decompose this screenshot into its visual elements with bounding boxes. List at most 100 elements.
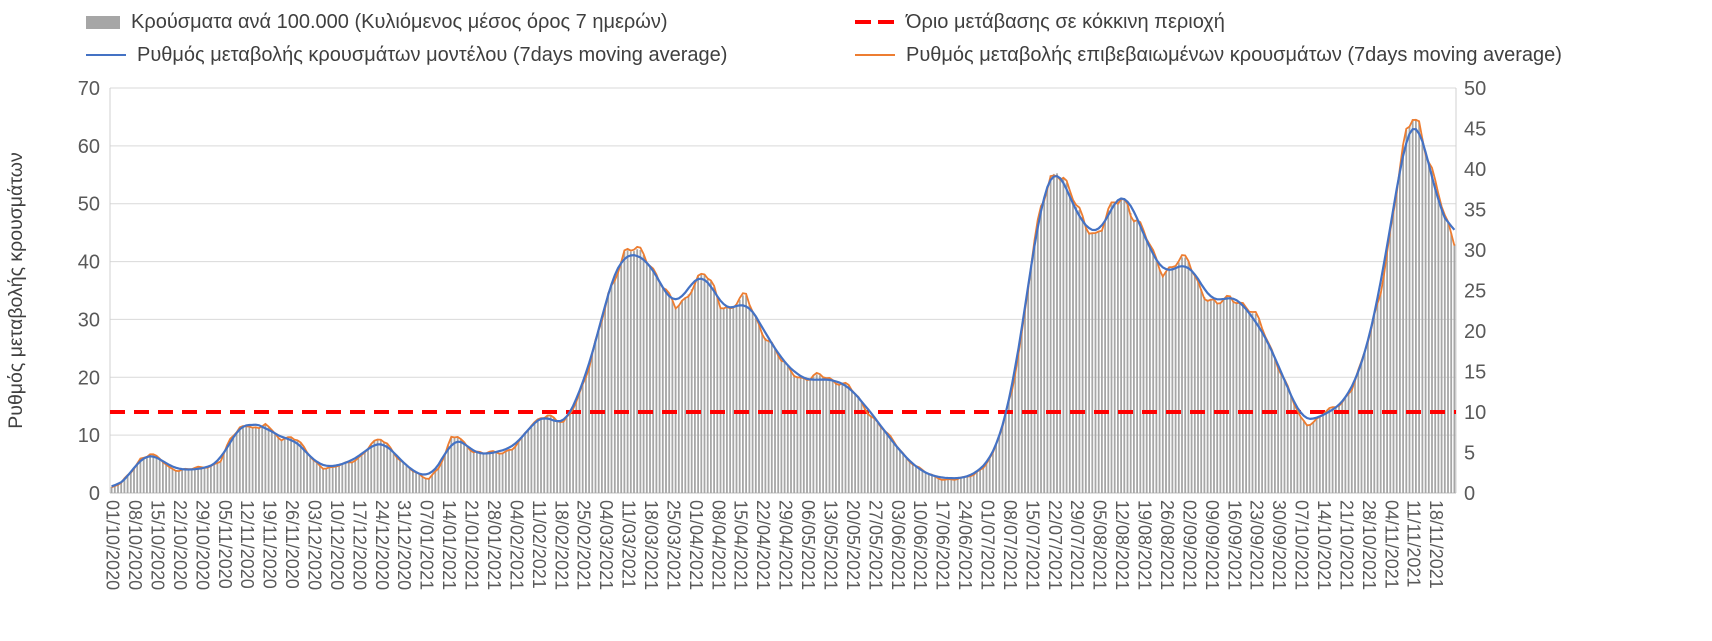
svg-text:07/10/2021: 07/10/2021 <box>1292 500 1312 590</box>
svg-text:45: 45 <box>1464 119 1486 141</box>
svg-text:15/10/2020: 15/10/2020 <box>148 500 168 590</box>
svg-text:01/07/2021: 01/07/2021 <box>978 500 998 590</box>
bars-cases-per-100k <box>110 119 1456 494</box>
svg-text:21/10/2021: 21/10/2021 <box>1336 500 1356 590</box>
svg-text:23/09/2021: 23/09/2021 <box>1247 500 1267 590</box>
svg-text:60: 60 <box>78 136 100 158</box>
svg-text:70: 70 <box>78 78 100 100</box>
svg-text:18/03/2021: 18/03/2021 <box>641 500 661 590</box>
svg-text:01/04/2021: 01/04/2021 <box>686 500 706 590</box>
svg-text:14/10/2021: 14/10/2021 <box>1314 500 1334 590</box>
x-axis-labels: 01/10/2020 08/10/2020 15/10/2020 22/10/2020… <box>103 500 1447 590</box>
legend-label-threshold: Όριο μετάβασης σε κόκκινη περιοχή <box>906 10 1225 33</box>
svg-text:04/03/2021: 04/03/2021 <box>596 500 616 590</box>
svg-text:50: 50 <box>78 194 100 216</box>
model-line-swatch-icon <box>86 53 126 57</box>
chart-legend: Κρούσματα ανά 100.000 (Κυλιόμενος μέσος … <box>86 8 1712 74</box>
svg-text:06/05/2021: 06/05/2021 <box>798 500 818 590</box>
svg-text:35: 35 <box>1464 200 1486 222</box>
svg-text:25: 25 <box>1464 281 1486 303</box>
svg-text:17/06/2021: 17/06/2021 <box>933 500 953 590</box>
legend-item-confirmed: Ρυθμός μεταβολής επιβεβαιωμένων κρουσμάτ… <box>855 44 1562 67</box>
legend-row-1: Κρούσματα ανά 100.000 (Κυλιόμενος μέσος … <box>86 8 1712 36</box>
svg-text:12/08/2021: 12/08/2021 <box>1112 500 1132 590</box>
svg-text:28/01/2021: 28/01/2021 <box>484 500 504 590</box>
svg-text:20/05/2021: 20/05/2021 <box>843 500 863 590</box>
svg-text:26/11/2020: 26/11/2020 <box>282 500 302 589</box>
svg-text:04/11/2021: 04/11/2021 <box>1381 500 1401 589</box>
model-rate-line <box>111 128 1456 488</box>
svg-text:0: 0 <box>1464 483 1475 505</box>
svg-text:50: 50 <box>1464 78 1486 100</box>
svg-text:17/12/2020: 17/12/2020 <box>349 500 369 590</box>
svg-text:40: 40 <box>1464 159 1486 181</box>
legend-label-cases: Κρούσματα ανά 100.000 (Κυλιόμενος μέσος … <box>131 10 668 33</box>
svg-text:25/03/2021: 25/03/2021 <box>663 500 683 590</box>
svg-text:19/08/2021: 19/08/2021 <box>1135 500 1155 590</box>
svg-text:11/11/2021: 11/11/2021 <box>1404 500 1424 587</box>
svg-text:10/06/2021: 10/06/2021 <box>910 500 930 590</box>
svg-text:10: 10 <box>1464 402 1486 424</box>
svg-text:11/03/2021: 11/03/2021 <box>619 500 639 589</box>
svg-text:22/07/2021: 22/07/2021 <box>1045 500 1065 590</box>
svg-text:04/02/2021: 04/02/2021 <box>506 500 526 590</box>
svg-text:07/01/2021: 07/01/2021 <box>417 500 437 590</box>
svg-text:21/01/2021: 21/01/2021 <box>462 500 482 590</box>
threshold-dash-swatch-icon <box>855 20 895 24</box>
legend-item-cases: Κρούσματα ανά 100.000 (Κυλιόμενος μέσος … <box>86 11 855 34</box>
svg-text:31/12/2020: 31/12/2020 <box>394 500 414 590</box>
svg-text:30: 30 <box>78 309 100 331</box>
bar-series-swatch-icon <box>86 15 120 29</box>
svg-text:20: 20 <box>78 367 100 389</box>
svg-text:08/07/2021: 08/07/2021 <box>1000 500 1020 590</box>
svg-text:18/02/2021: 18/02/2021 <box>551 500 571 590</box>
svg-text:16/09/2021: 16/09/2021 <box>1224 500 1244 590</box>
svg-text:30: 30 <box>1464 240 1486 262</box>
svg-text:24/06/2021: 24/06/2021 <box>955 500 975 590</box>
svg-text:15/07/2021: 15/07/2021 <box>1022 500 1042 590</box>
gridlines <box>109 87 1457 494</box>
svg-text:09/09/2021: 09/09/2021 <box>1202 500 1222 590</box>
y-axis-title: Ρυθμός μεταβολής κρουσμάτων <box>5 152 27 428</box>
legend-label-confirmed: Ρυθμός μεταβολής επιβεβαιωμένων κρουσμάτ… <box>906 43 1562 66</box>
svg-text:15/04/2021: 15/04/2021 <box>731 500 751 590</box>
svg-text:05/11/2020: 05/11/2020 <box>215 500 235 589</box>
svg-text:08/10/2020: 08/10/2020 <box>125 500 145 590</box>
right-axis-labels: 0 5 10 15 20 25 30 35 40 45 50 <box>1464 78 1486 505</box>
svg-text:22/10/2020: 22/10/2020 <box>170 500 190 590</box>
left-axis-labels: 0 10 20 30 40 50 60 70 <box>78 78 100 505</box>
legend-row-2: Ρυθμός μεταβολής κρουσμάτων μοντέλου (7d… <box>86 41 1712 69</box>
svg-text:30/09/2021: 30/09/2021 <box>1269 500 1289 590</box>
svg-text:05/08/2021: 05/08/2021 <box>1090 500 1110 590</box>
legend-item-model: Ρυθμός μεταβολής κρουσμάτων μοντέλου (7d… <box>86 44 855 67</box>
svg-text:11/02/2021: 11/02/2021 <box>529 500 549 589</box>
svg-text:29/04/2021: 29/04/2021 <box>776 500 796 590</box>
svg-text:29/10/2020: 29/10/2020 <box>192 500 212 590</box>
svg-text:12/11/2020: 12/11/2020 <box>237 500 257 589</box>
svg-text:03/06/2021: 03/06/2021 <box>888 500 908 590</box>
svg-text:29/07/2021: 29/07/2021 <box>1067 500 1087 590</box>
svg-text:18/11/2021: 18/11/2021 <box>1426 500 1446 589</box>
svg-text:5: 5 <box>1464 443 1475 465</box>
svg-text:24/12/2020: 24/12/2020 <box>372 500 392 590</box>
svg-text:03/12/2020: 03/12/2020 <box>305 500 325 590</box>
svg-text:01/10/2020: 01/10/2020 <box>103 500 123 590</box>
legend-item-threshold: Όριο μετάβασης σε κόκκινη περιοχή <box>855 11 1225 34</box>
svg-text:28/10/2021: 28/10/2021 <box>1359 500 1379 590</box>
svg-text:19/11/2020: 19/11/2020 <box>260 500 280 589</box>
svg-text:25/02/2021: 25/02/2021 <box>574 500 594 590</box>
confirmed-line-swatch-icon <box>855 53 895 57</box>
svg-text:10: 10 <box>78 425 100 447</box>
svg-text:10/12/2020: 10/12/2020 <box>327 500 347 590</box>
svg-text:20: 20 <box>1464 321 1486 343</box>
svg-text:14/01/2021: 14/01/2021 <box>439 500 459 590</box>
svg-text:22/04/2021: 22/04/2021 <box>753 500 773 590</box>
svg-text:0: 0 <box>89 483 100 505</box>
svg-text:40: 40 <box>78 252 100 274</box>
svg-text:02/09/2021: 02/09/2021 <box>1179 500 1199 590</box>
svg-text:15: 15 <box>1464 362 1486 384</box>
legend-label-model: Ρυθμός μεταβολής κρουσμάτων μοντέλου (7d… <box>137 43 728 66</box>
svg-text:26/08/2021: 26/08/2021 <box>1157 500 1177 590</box>
